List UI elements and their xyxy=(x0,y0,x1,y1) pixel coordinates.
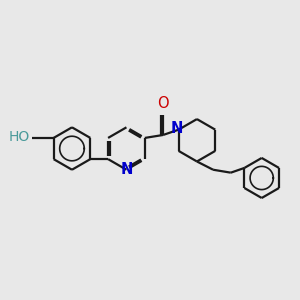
Text: HO: HO xyxy=(9,130,30,144)
Text: N: N xyxy=(171,121,183,136)
Text: O: O xyxy=(157,96,169,111)
Text: N: N xyxy=(120,162,133,177)
